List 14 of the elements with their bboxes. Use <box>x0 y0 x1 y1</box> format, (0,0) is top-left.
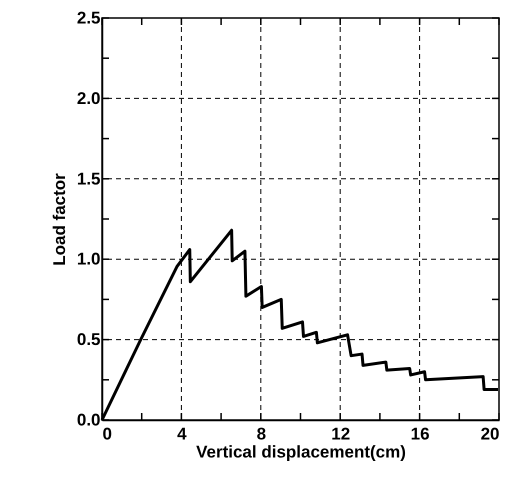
x-tick-label: 16 <box>410 424 430 444</box>
y-tick-label: 1.5 <box>76 169 100 188</box>
x-tick-label: 4 <box>177 424 188 444</box>
x-tick-label: 8 <box>256 424 266 444</box>
x-tick-label: 12 <box>331 424 350 444</box>
y-tick-label: 0.0 <box>76 410 100 430</box>
y-tick-label: 1.0 <box>76 250 100 269</box>
y-tick-label: 0.5 <box>76 330 100 350</box>
y-tick-label: 2.0 <box>76 88 100 108</box>
y-tick-label: 2.5 <box>76 8 100 28</box>
x-axis-title: Vertical displacement(cm) <box>196 442 406 462</box>
y-axis-title: Load factor <box>50 172 69 266</box>
x-tick-label: 0 <box>102 424 112 444</box>
x-tick-label: 20 <box>480 424 500 444</box>
